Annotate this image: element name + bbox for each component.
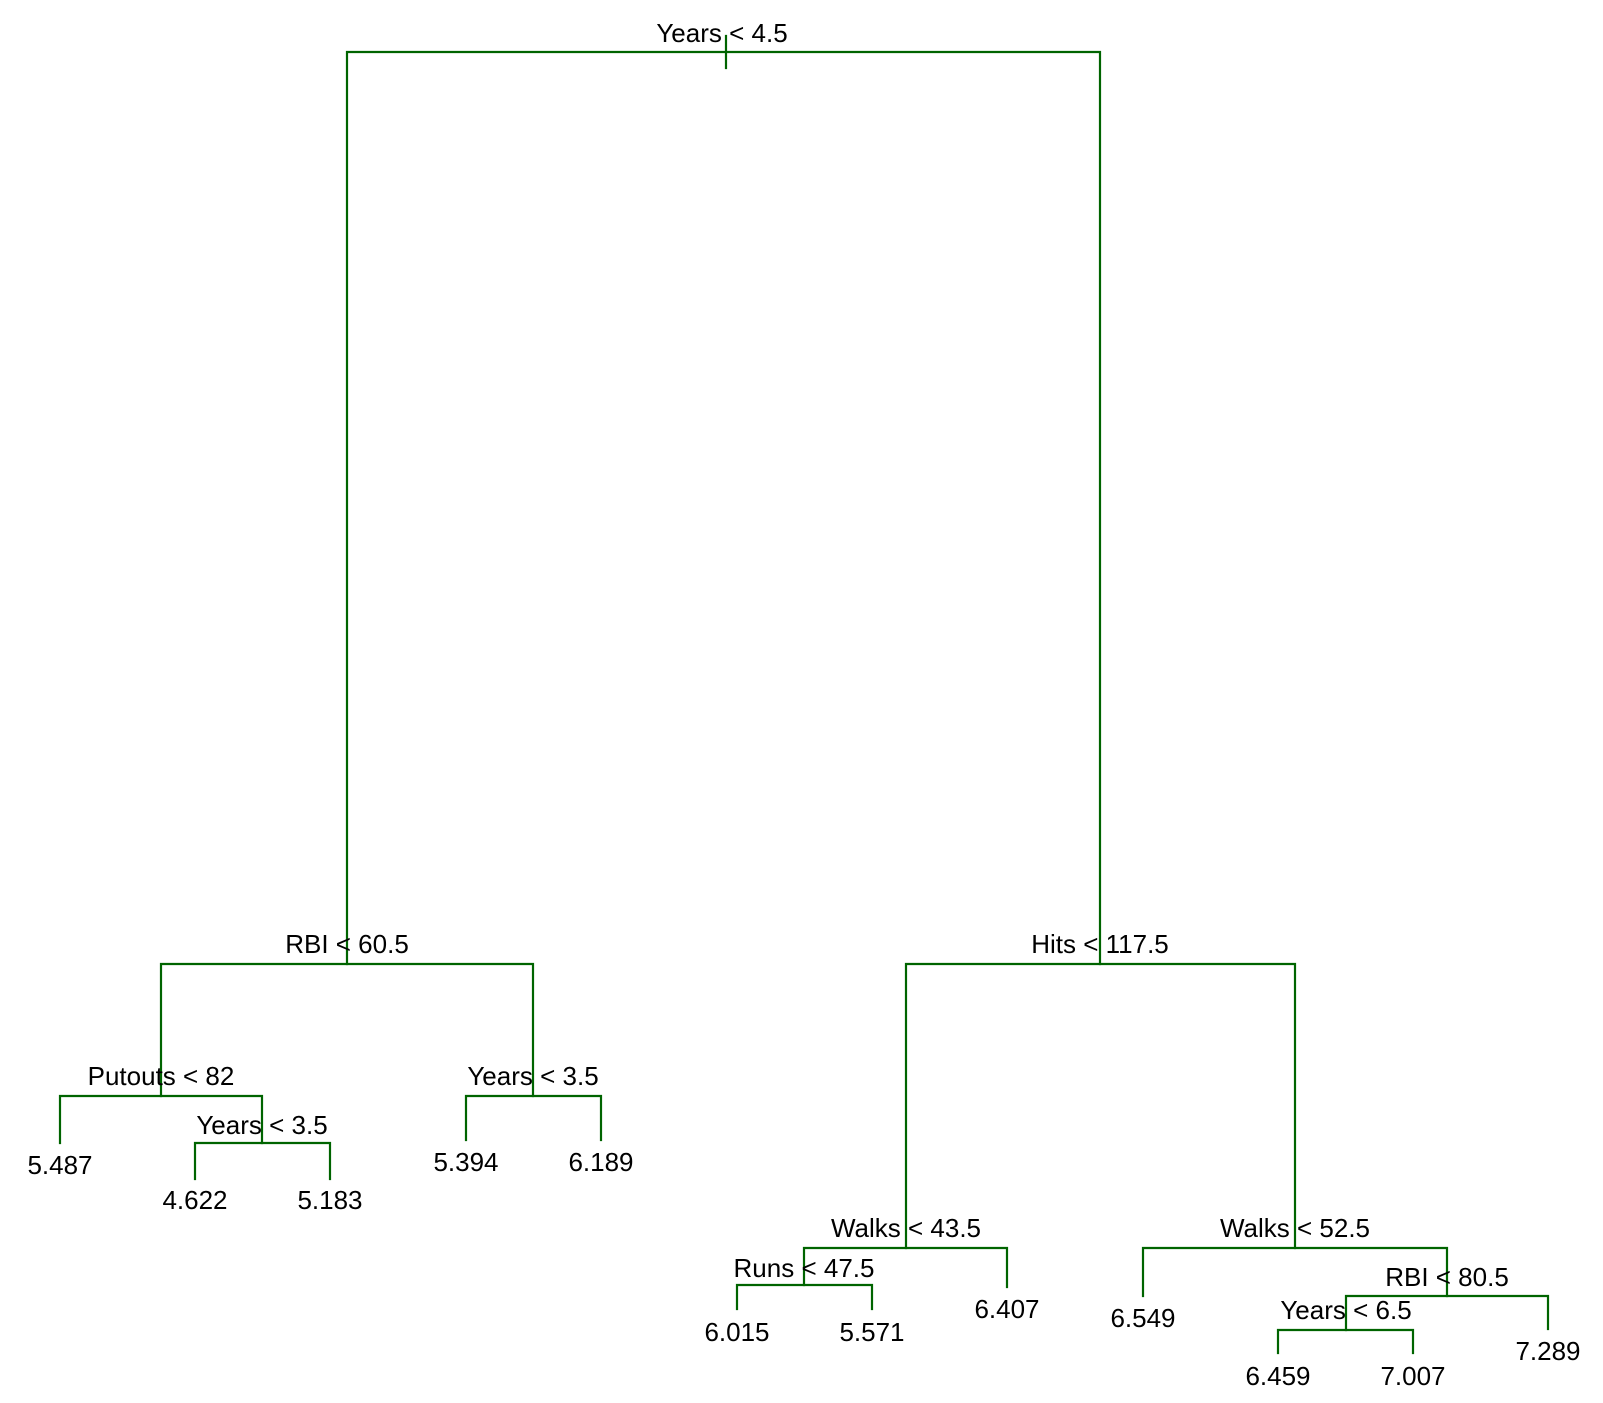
- leaf-value: 6.549: [1110, 1303, 1175, 1333]
- leaf-value: 6.189: [568, 1147, 633, 1177]
- years-split-left-edge: [193, 1141, 332, 1181]
- split-label-rbi-right: RBI < 80.5: [1385, 1262, 1509, 1292]
- root-split-edge: [345, 34, 1102, 966]
- split-label-rbi: RBI < 60.5: [285, 929, 409, 959]
- tree-edges: [58, 34, 1550, 1355]
- leaf-value: 6.407: [974, 1294, 1039, 1324]
- walks-split-right-edge: [1141, 1246, 1449, 1298]
- years-split-right-edge: [1276, 1328, 1415, 1355]
- leaf-value: 5.183: [297, 1185, 362, 1215]
- hits-split-edge: [904, 962, 1297, 1250]
- split-label-years-mid: Years < 3.5: [467, 1061, 598, 1091]
- leaf-labels: 5.487 4.622 5.183 5.394 6.189 6.015 5.57…: [27, 1147, 1580, 1391]
- leaf-value: 4.622: [162, 1185, 227, 1215]
- split-label-walks-left: Walks < 43.5: [831, 1213, 981, 1243]
- split-label-runs: Runs < 47.5: [734, 1253, 875, 1283]
- split-label-walks-right: Walks < 52.5: [1220, 1213, 1370, 1243]
- leaf-value: 6.015: [704, 1317, 769, 1347]
- leaf-value: 5.487: [27, 1150, 92, 1180]
- split-label-root: Years < 4.5: [656, 18, 787, 48]
- leaf-value: 7.007: [1380, 1361, 1445, 1391]
- split-label-years-left: Years < 3.5: [196, 1110, 327, 1140]
- leaf-value: 6.459: [1245, 1361, 1310, 1391]
- runs-split-edge: [735, 1283, 874, 1311]
- years-split-mid-edge: [464, 1094, 603, 1142]
- putouts-split-edge: [58, 1094, 264, 1145]
- rbi-split-right-edge: [1344, 1294, 1550, 1332]
- leaf-value: 7.289: [1515, 1336, 1580, 1366]
- split-labels: Years < 4.5 RBI < 60.5 Putouts < 82 Year…: [88, 18, 1509, 1325]
- walks-split-left-edge: [802, 1246, 1009, 1289]
- leaf-value: 5.394: [433, 1147, 498, 1177]
- split-label-putouts: Putouts < 82: [88, 1061, 235, 1091]
- rbi-split-edge: [159, 962, 535, 1098]
- leaf-value: 5.571: [839, 1317, 904, 1347]
- split-label-hits: Hits < 117.5: [1031, 929, 1169, 959]
- split-label-years-right: Years < 6.5: [1280, 1295, 1411, 1325]
